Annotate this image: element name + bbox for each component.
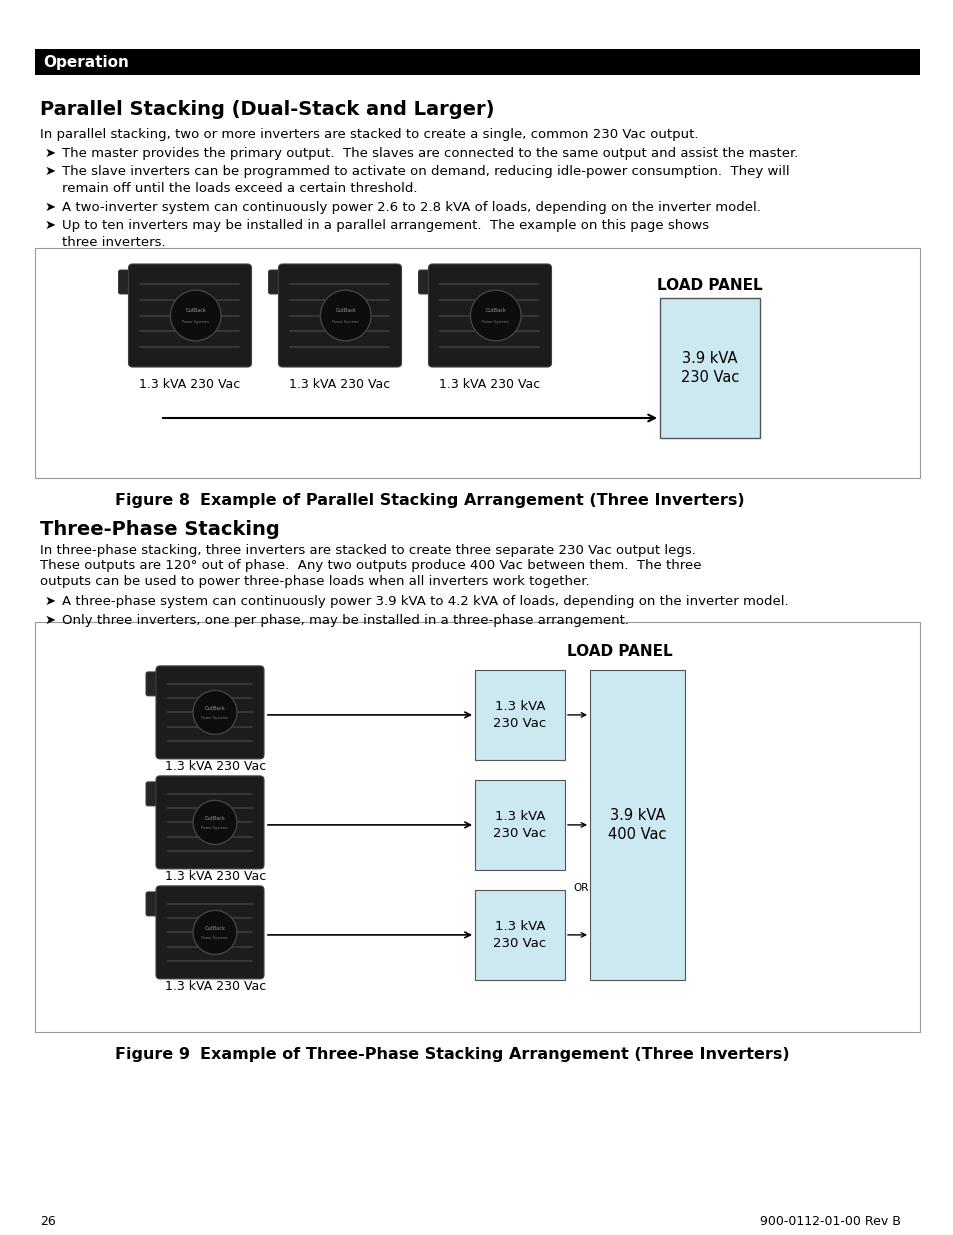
- FancyBboxPatch shape: [146, 672, 164, 695]
- Circle shape: [470, 290, 520, 341]
- Bar: [475, 890, 564, 979]
- Bar: [35, 49, 919, 75]
- Text: OutBack: OutBack: [335, 308, 355, 312]
- Circle shape: [171, 290, 221, 341]
- Text: Power Systems: Power Systems: [201, 936, 229, 940]
- Text: OutBack: OutBack: [204, 815, 225, 820]
- Bar: [475, 779, 564, 869]
- Text: Parallel Stacking (Dual-Stack and Larger): Parallel Stacking (Dual-Stack and Larger…: [40, 100, 494, 119]
- Text: Up to ten inverters may be installed in a parallel arrangement.  The example on : Up to ten inverters may be installed in …: [62, 220, 708, 232]
- Text: 3.9 kVA
400 Vac: 3.9 kVA 400 Vac: [608, 808, 666, 842]
- Text: LOAD PANEL: LOAD PANEL: [567, 643, 672, 659]
- FancyBboxPatch shape: [146, 782, 164, 806]
- Text: Power Systems: Power Systems: [182, 320, 209, 324]
- Text: 1.3 kVA 230 Vac: 1.3 kVA 230 Vac: [439, 378, 540, 391]
- Bar: [659, 298, 760, 438]
- Text: These outputs are 120° out of phase.  Any two outputs produce 400 Vac between th: These outputs are 120° out of phase. Any…: [40, 559, 700, 573]
- Text: OutBack: OutBack: [185, 308, 206, 312]
- Text: Power Systems: Power Systems: [201, 826, 229, 830]
- FancyBboxPatch shape: [428, 264, 551, 367]
- Text: OutBack: OutBack: [485, 308, 506, 312]
- Text: Example of Three-Phase Stacking Arrangement (Three Inverters): Example of Three-Phase Stacking Arrangem…: [200, 1047, 789, 1062]
- Text: ➤: ➤: [45, 165, 56, 178]
- Circle shape: [320, 290, 371, 341]
- Text: three inverters.: three inverters.: [62, 236, 166, 249]
- Text: The master provides the primary output.  The slaves are connected to the same ou: The master provides the primary output. …: [62, 147, 798, 159]
- Circle shape: [193, 910, 236, 955]
- Text: ➤: ➤: [45, 220, 56, 232]
- Text: 1.3 kVA 230 Vac: 1.3 kVA 230 Vac: [165, 979, 266, 993]
- FancyBboxPatch shape: [156, 776, 264, 869]
- Text: 26: 26: [40, 1215, 55, 1228]
- Circle shape: [193, 800, 236, 845]
- FancyBboxPatch shape: [278, 264, 401, 367]
- FancyBboxPatch shape: [418, 270, 436, 294]
- Text: Example of Parallel Stacking Arrangement (Three Inverters): Example of Parallel Stacking Arrangement…: [200, 493, 744, 508]
- FancyBboxPatch shape: [156, 885, 264, 979]
- Text: OR: OR: [573, 883, 588, 893]
- Bar: [589, 669, 684, 979]
- Text: Figure 9: Figure 9: [115, 1047, 190, 1062]
- Text: Operation: Operation: [43, 54, 129, 69]
- Text: Figure 8: Figure 8: [115, 493, 190, 508]
- FancyBboxPatch shape: [129, 264, 252, 367]
- Text: 1.3 kVA 230 Vac: 1.3 kVA 230 Vac: [165, 760, 266, 773]
- Text: ➤: ➤: [45, 147, 56, 159]
- FancyBboxPatch shape: [118, 270, 136, 294]
- Text: OutBack: OutBack: [204, 925, 225, 930]
- Text: 1.3 kVA 230 Vac: 1.3 kVA 230 Vac: [289, 378, 390, 391]
- FancyBboxPatch shape: [156, 666, 264, 758]
- Text: 1.3 kVA
230 Vac: 1.3 kVA 230 Vac: [493, 700, 546, 730]
- Bar: [35, 248, 919, 478]
- Text: LOAD PANEL: LOAD PANEL: [657, 278, 762, 293]
- Text: A two-inverter system can continuously power 2.6 to 2.8 kVA of loads, depending : A two-inverter system can continuously p…: [62, 201, 760, 214]
- Text: Power Systems: Power Systems: [332, 320, 359, 324]
- Text: outputs can be used to power three-phase loads when all inverters work together.: outputs can be used to power three-phase…: [40, 576, 589, 588]
- FancyBboxPatch shape: [268, 270, 286, 294]
- Bar: [475, 669, 564, 760]
- Text: remain off until the loads exceed a certain threshold.: remain off until the loads exceed a cert…: [62, 183, 417, 195]
- Text: 900-0112-01-00 Rev B: 900-0112-01-00 Rev B: [760, 1215, 900, 1228]
- Text: In three-phase stacking, three inverters are stacked to create three separate 23: In three-phase stacking, three inverters…: [40, 543, 695, 557]
- Text: 3.9 kVA
230 Vac: 3.9 kVA 230 Vac: [680, 351, 739, 385]
- Text: ➤: ➤: [45, 614, 56, 626]
- Text: ➤: ➤: [45, 201, 56, 214]
- Text: A three-phase system can continuously power 3.9 kVA to 4.2 kVA of loads, dependi: A three-phase system can continuously po…: [62, 595, 788, 608]
- Text: In parallel stacking, two or more inverters are stacked to create a single, comm: In parallel stacking, two or more invert…: [40, 128, 698, 141]
- Text: 1.3 kVA 230 Vac: 1.3 kVA 230 Vac: [165, 869, 266, 883]
- Text: Power Systems: Power Systems: [201, 716, 229, 720]
- Text: 1.3 kVA 230 Vac: 1.3 kVA 230 Vac: [139, 378, 240, 391]
- Text: Only three inverters, one per phase, may be installed in a three-phase arrangeme: Only three inverters, one per phase, may…: [62, 614, 628, 626]
- Text: Power Systems: Power Systems: [481, 320, 509, 324]
- Circle shape: [193, 690, 236, 735]
- Text: ➤: ➤: [45, 595, 56, 608]
- Bar: [35, 622, 919, 1032]
- Text: Three-Phase Stacking: Three-Phase Stacking: [40, 520, 279, 538]
- Text: 1.3 kVA
230 Vac: 1.3 kVA 230 Vac: [493, 920, 546, 950]
- Text: 1.3 kVA
230 Vac: 1.3 kVA 230 Vac: [493, 810, 546, 840]
- FancyBboxPatch shape: [146, 892, 164, 916]
- Text: OutBack: OutBack: [204, 705, 225, 710]
- Text: The slave inverters can be programmed to activate on demand, reducing idle-power: The slave inverters can be programmed to…: [62, 165, 789, 178]
